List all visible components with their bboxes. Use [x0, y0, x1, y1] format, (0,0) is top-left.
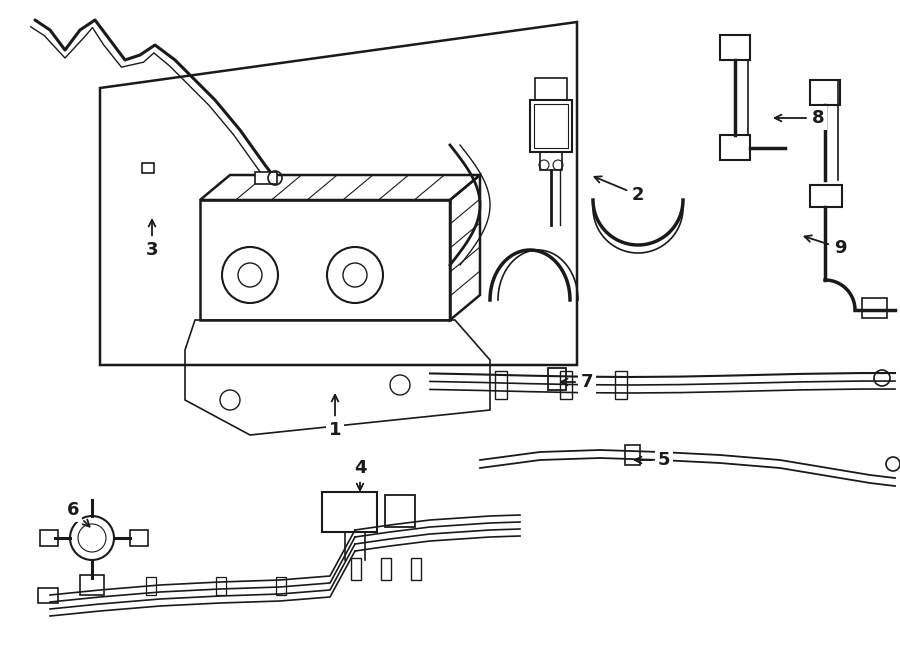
Bar	[381, 558, 391, 580]
Bar	[810, 185, 842, 207]
Bar	[385, 495, 415, 527]
Text: 2: 2	[594, 176, 644, 204]
Bar	[810, 80, 840, 105]
Bar	[862, 298, 887, 318]
Text: 5: 5	[634, 451, 670, 469]
Text: 9: 9	[805, 235, 846, 257]
Text: 4: 4	[354, 459, 366, 490]
Bar	[255, 172, 277, 184]
Bar	[495, 371, 507, 399]
Bar	[322, 492, 377, 532]
Bar	[615, 371, 627, 399]
Bar	[535, 78, 567, 100]
Bar	[548, 368, 566, 390]
Bar	[560, 371, 572, 399]
Bar	[720, 35, 750, 60]
Bar	[200, 200, 450, 320]
Bar	[216, 577, 226, 595]
Text: 3: 3	[146, 220, 158, 259]
Bar	[720, 135, 750, 160]
Bar	[40, 530, 58, 546]
Text: 1: 1	[328, 395, 341, 439]
Bar	[534, 104, 568, 148]
Bar	[142, 163, 154, 173]
Text: 8: 8	[775, 109, 824, 127]
Bar	[38, 588, 58, 603]
Bar	[530, 100, 572, 152]
Bar	[130, 530, 148, 546]
Bar	[625, 445, 640, 465]
Bar	[540, 152, 562, 170]
Text: 7: 7	[561, 373, 593, 391]
Bar	[411, 558, 421, 580]
Bar	[146, 577, 156, 595]
Bar	[80, 575, 104, 595]
Bar	[351, 558, 361, 580]
Text: 6: 6	[67, 501, 90, 527]
Bar	[276, 577, 286, 595]
